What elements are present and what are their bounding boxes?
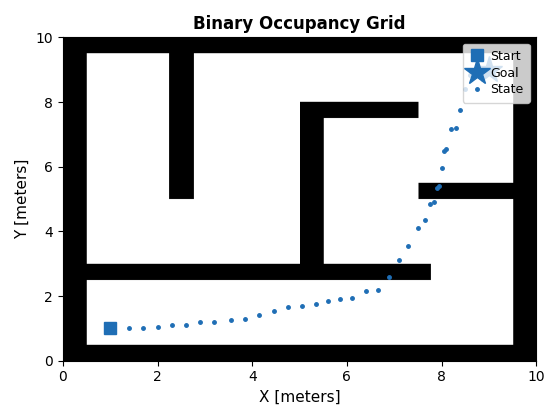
State bbox=[433, 185, 440, 190]
State bbox=[362, 289, 369, 294]
State bbox=[298, 303, 305, 308]
State bbox=[211, 319, 218, 324]
Title: Binary Occupancy Grid: Binary Occupancy Grid bbox=[193, 15, 406, 33]
State bbox=[256, 313, 263, 318]
State bbox=[441, 148, 447, 153]
State bbox=[183, 323, 189, 328]
State bbox=[126, 326, 133, 331]
State bbox=[436, 184, 442, 189]
State bbox=[154, 324, 161, 329]
State bbox=[462, 87, 469, 92]
State bbox=[197, 319, 203, 324]
State bbox=[242, 316, 249, 321]
State bbox=[348, 295, 355, 300]
State bbox=[452, 125, 459, 130]
State bbox=[374, 287, 381, 292]
State bbox=[337, 297, 343, 302]
Legend: Start, Goal, State: Start, Goal, State bbox=[463, 44, 530, 102]
State bbox=[431, 200, 438, 205]
State bbox=[438, 166, 445, 171]
Y-axis label: Y [meters]: Y [meters] bbox=[15, 159, 30, 239]
State bbox=[386, 274, 393, 279]
State bbox=[422, 218, 428, 223]
X-axis label: X [meters]: X [meters] bbox=[259, 390, 340, 405]
State bbox=[405, 244, 412, 249]
State bbox=[466, 72, 473, 77]
State bbox=[443, 147, 450, 152]
State bbox=[447, 127, 454, 132]
State bbox=[325, 298, 332, 303]
State bbox=[169, 323, 175, 328]
State bbox=[140, 326, 147, 331]
State bbox=[284, 305, 291, 310]
State bbox=[457, 108, 464, 113]
Line: State: State bbox=[125, 71, 473, 332]
State bbox=[395, 258, 402, 263]
State bbox=[270, 308, 277, 313]
State bbox=[227, 318, 234, 323]
State bbox=[426, 201, 433, 206]
State bbox=[414, 226, 421, 231]
State bbox=[312, 302, 319, 307]
